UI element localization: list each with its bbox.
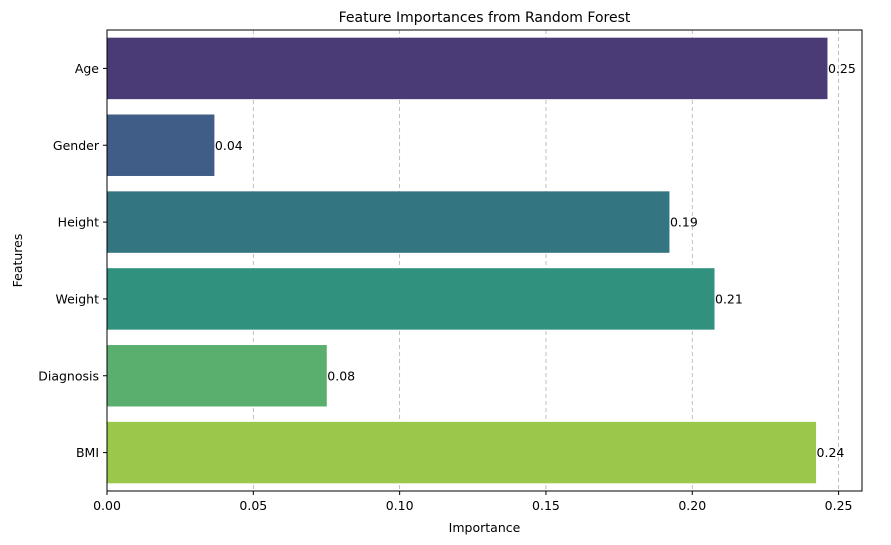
x-tick-label: 0.20 xyxy=(678,498,706,513)
y-tick-label: Age xyxy=(75,61,99,76)
x-axis-ticks: 0.00 0.05 0.10 0.15 0.20 0.25 xyxy=(93,491,853,513)
data-label: 0.21 xyxy=(715,291,743,306)
bars xyxy=(107,37,828,484)
plot-frame xyxy=(106,29,863,492)
y-tick-label: Diagnosis xyxy=(38,368,99,383)
x-tick-label: 0.10 xyxy=(386,498,414,513)
y-tick-label: Gender xyxy=(53,138,100,153)
data-label: 0.24 xyxy=(817,445,845,460)
bar-age xyxy=(107,37,828,100)
y-axis-ticks: Age Gender Height Weight Diagnosis BMI xyxy=(38,61,107,460)
x-tick-label: 0.05 xyxy=(239,498,267,513)
y-tick-label: Height xyxy=(58,215,99,230)
x-tick-label: 0.15 xyxy=(532,498,560,513)
data-labels: 0.25 0.04 0.19 0.21 0.08 0.24 xyxy=(215,61,856,460)
x-tick-label: 0.25 xyxy=(825,498,853,513)
data-label: 0.08 xyxy=(327,368,355,383)
bar-gender xyxy=(107,114,215,176)
bar-height xyxy=(107,191,670,253)
y-axis-label: Features xyxy=(10,234,25,288)
chart-title: Feature Importances from Random Forest xyxy=(339,10,631,26)
data-label: 0.25 xyxy=(828,61,856,76)
y-tick-label: Weight xyxy=(55,291,99,306)
bar-diagnosis xyxy=(107,345,327,407)
data-label: 0.19 xyxy=(670,215,698,230)
bar-weight xyxy=(107,268,715,330)
y-tick-label: BMI xyxy=(76,445,99,460)
x-tick-label: 0.00 xyxy=(93,498,121,513)
data-label: 0.04 xyxy=(215,138,243,153)
x-axis-label: Importance xyxy=(449,520,521,535)
bar-bmi xyxy=(107,421,817,484)
